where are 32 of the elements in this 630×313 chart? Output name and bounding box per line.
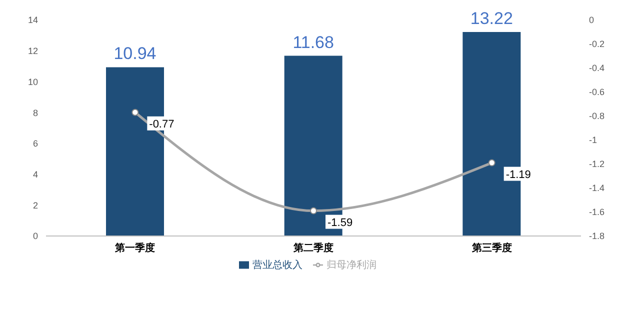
y-tick-label: 8 (32, 108, 38, 118)
y2-tick-label: -1.4 (589, 183, 605, 194)
y-tick-label: 12 (28, 46, 38, 56)
data-label: -1.19 (506, 168, 531, 181)
y2-tick-label: -0.2 (589, 39, 605, 50)
point (488, 159, 496, 166)
y-tick-label: 0 (32, 231, 38, 242)
data-label: 11.68 (292, 32, 334, 52)
x-tick-label: 第二季度 (292, 242, 334, 254)
y-tick-label: 14 (28, 15, 38, 26)
y-tick-label: 6 (32, 138, 38, 149)
legend-label: 归母净利润 (326, 260, 376, 271)
y2-tick-label: -1.2 (589, 159, 605, 170)
y2-tick-label: -0.8 (589, 111, 605, 122)
x-tick-label: 第一季度 (114, 242, 156, 254)
legend-label: 营业总收入 (252, 260, 302, 271)
y2-tick-label: -1.8 (589, 231, 605, 242)
y-tick-label: 4 (32, 169, 38, 180)
x-tick-label: 第三季度 (470, 242, 512, 254)
y2-tick-label: -1.6 (589, 207, 605, 218)
data-label: -1.59 (328, 216, 353, 229)
data-label: 10.94 (114, 44, 156, 64)
y-tick-label: 10 (28, 76, 38, 87)
data-label: 13.22 (470, 9, 513, 28)
y2-tick-label: -0.6 (589, 87, 605, 98)
y2-tick-label: -1 (589, 135, 598, 146)
point (132, 108, 139, 116)
y-tick-label: 2 (32, 200, 38, 210)
y2-tick-label: 0 (589, 15, 594, 26)
data-label: -0.77 (149, 118, 174, 130)
y2-tick-label: -0.4 (589, 63, 605, 74)
point (310, 207, 317, 214)
